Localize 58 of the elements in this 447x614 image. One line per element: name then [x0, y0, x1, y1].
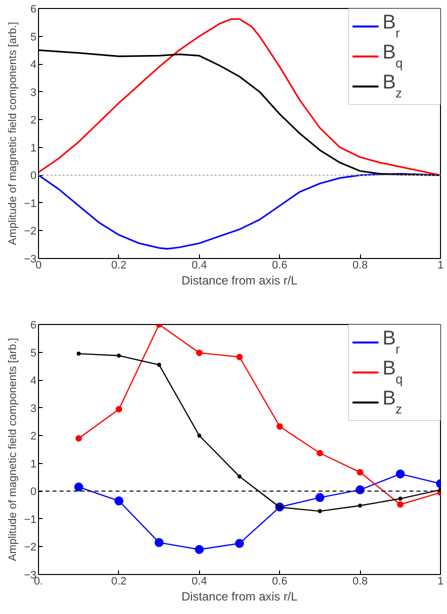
x-axis-title: Distance from axis r/L	[181, 590, 298, 604]
x-tick-label: 0.2	[111, 576, 127, 588]
point	[76, 352, 81, 356]
point	[235, 538, 244, 548]
y-tick-label: 5	[30, 347, 37, 360]
y-tick-label: 6	[30, 4, 37, 16]
x-tick-label: 0.8	[352, 260, 368, 272]
x-tick-label: 0.2	[111, 260, 127, 272]
y-tick-label: 4	[30, 59, 37, 72]
y-tick-label: 0	[30, 486, 37, 498]
point	[74, 482, 84, 492]
point	[356, 485, 365, 494]
y-tick-label: 1	[30, 458, 37, 470]
x-tick-label: 1	[437, 260, 444, 272]
y-tick-label: 3	[30, 402, 37, 415]
x-axis-title: Distance from axis r/L	[181, 274, 298, 288]
point	[157, 362, 162, 367]
y-tick-label: −3	[24, 254, 37, 266]
y-tick-label: −1	[24, 514, 37, 526]
point	[276, 423, 283, 430]
x-tick-label: 0.6	[272, 260, 288, 272]
y-tick-label: 6	[30, 320, 37, 332]
y-tick-label: −2	[24, 226, 37, 238]
x-tick-label: 0.8	[352, 576, 368, 588]
y-tick-label: 4	[30, 375, 37, 388]
x-tick-label: 0.6	[272, 576, 288, 588]
y-tick-label: 0	[30, 170, 37, 182]
point	[316, 450, 324, 456]
x-tick-label: 0.4	[192, 260, 207, 272]
y-tick-label: −2	[24, 542, 37, 554]
point	[196, 350, 203, 356]
point	[154, 538, 164, 548]
y-tick-label: 5	[30, 31, 37, 44]
point	[114, 496, 124, 506]
point	[116, 406, 122, 412]
point	[236, 354, 243, 360]
y-tick-label: −1	[24, 198, 37, 210]
y-tick-label: 2	[30, 430, 37, 443]
y-tick-label: 2	[30, 114, 37, 127]
point	[315, 493, 324, 502]
x-tick-label: 0.	[34, 576, 44, 588]
y-axis-title: Amplitude of magnetic field components [arb.]	[6, 22, 19, 246]
x-tick-label: 0.4	[192, 576, 207, 588]
point	[116, 354, 121, 358]
x-tick-label: 1	[437, 576, 444, 588]
point	[75, 435, 82, 442]
point	[397, 501, 404, 508]
point	[358, 504, 362, 508]
point	[238, 474, 242, 478]
point	[396, 469, 405, 478]
y-axis-title: Amplitude of magnetic field components [arb.]	[6, 338, 19, 562]
point	[197, 434, 202, 438]
point	[398, 496, 402, 501]
y-tick-label: 1	[30, 142, 37, 154]
y-tick-label: 3	[30, 86, 37, 99]
point	[194, 545, 204, 554]
point	[318, 509, 322, 514]
point	[356, 469, 364, 476]
